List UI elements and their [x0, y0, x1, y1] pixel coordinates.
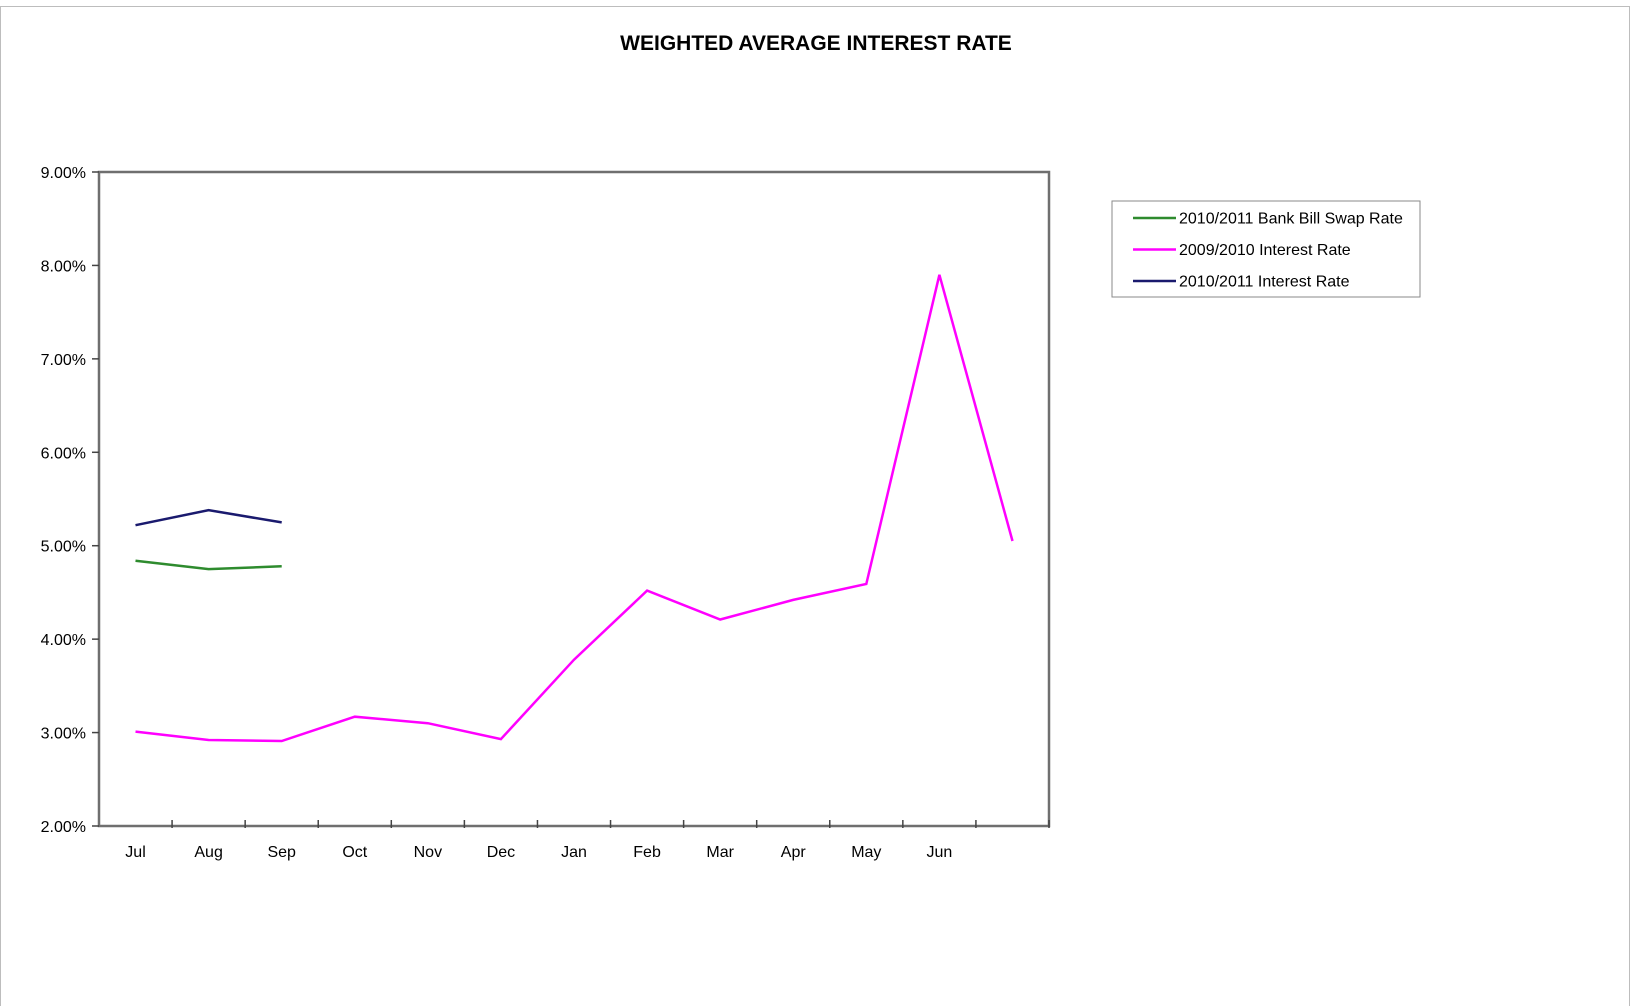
- x-tick-label: Jul: [125, 844, 145, 861]
- plot-area: [97, 170, 1051, 828]
- legend-entry: 2009/2010 Interest Rate: [1179, 242, 1351, 259]
- y-tick-label: 6.00%: [41, 445, 86, 462]
- y-tick-label: 7.00%: [41, 352, 86, 369]
- x-tick-label: Dec: [487, 844, 515, 861]
- chart-title: WEIGHTED AVERAGE INTEREST RATE: [620, 32, 1012, 55]
- x-tick-label: Apr: [781, 844, 807, 861]
- x-tick-label: Sep: [267, 844, 296, 861]
- y-tick-label: 5.00%: [41, 539, 86, 556]
- x-tick-label: May: [851, 844, 881, 861]
- legend-entry: 2010/2011 Bank Bill Swap Rate: [1179, 211, 1403, 228]
- legend-entry: 2010/2011 Interest Rate: [1179, 274, 1350, 291]
- x-tick-label: Mar: [706, 844, 734, 861]
- y-tick-label: 8.00%: [41, 258, 86, 275]
- series-1-line: [135, 274, 1014, 743]
- x-tick-label: Feb: [633, 844, 661, 861]
- x-tick-label: Jan: [561, 844, 587, 861]
- y-tick-label: 2.00%: [41, 819, 86, 836]
- y-tick-label: 3.00%: [41, 726, 86, 743]
- chart-frame: [0, 6, 1630, 1006]
- x-tick-label: Nov: [414, 844, 442, 861]
- x-tick-label: Oct: [342, 844, 367, 861]
- y-tick-label: 4.00%: [41, 632, 86, 649]
- series-2-line: [135, 508, 282, 527]
- x-tick-label: Jun: [926, 844, 952, 861]
- series-0-line: [135, 559, 282, 571]
- x-tick-label: Aug: [194, 844, 222, 861]
- y-tick-label: 9.00%: [41, 165, 86, 182]
